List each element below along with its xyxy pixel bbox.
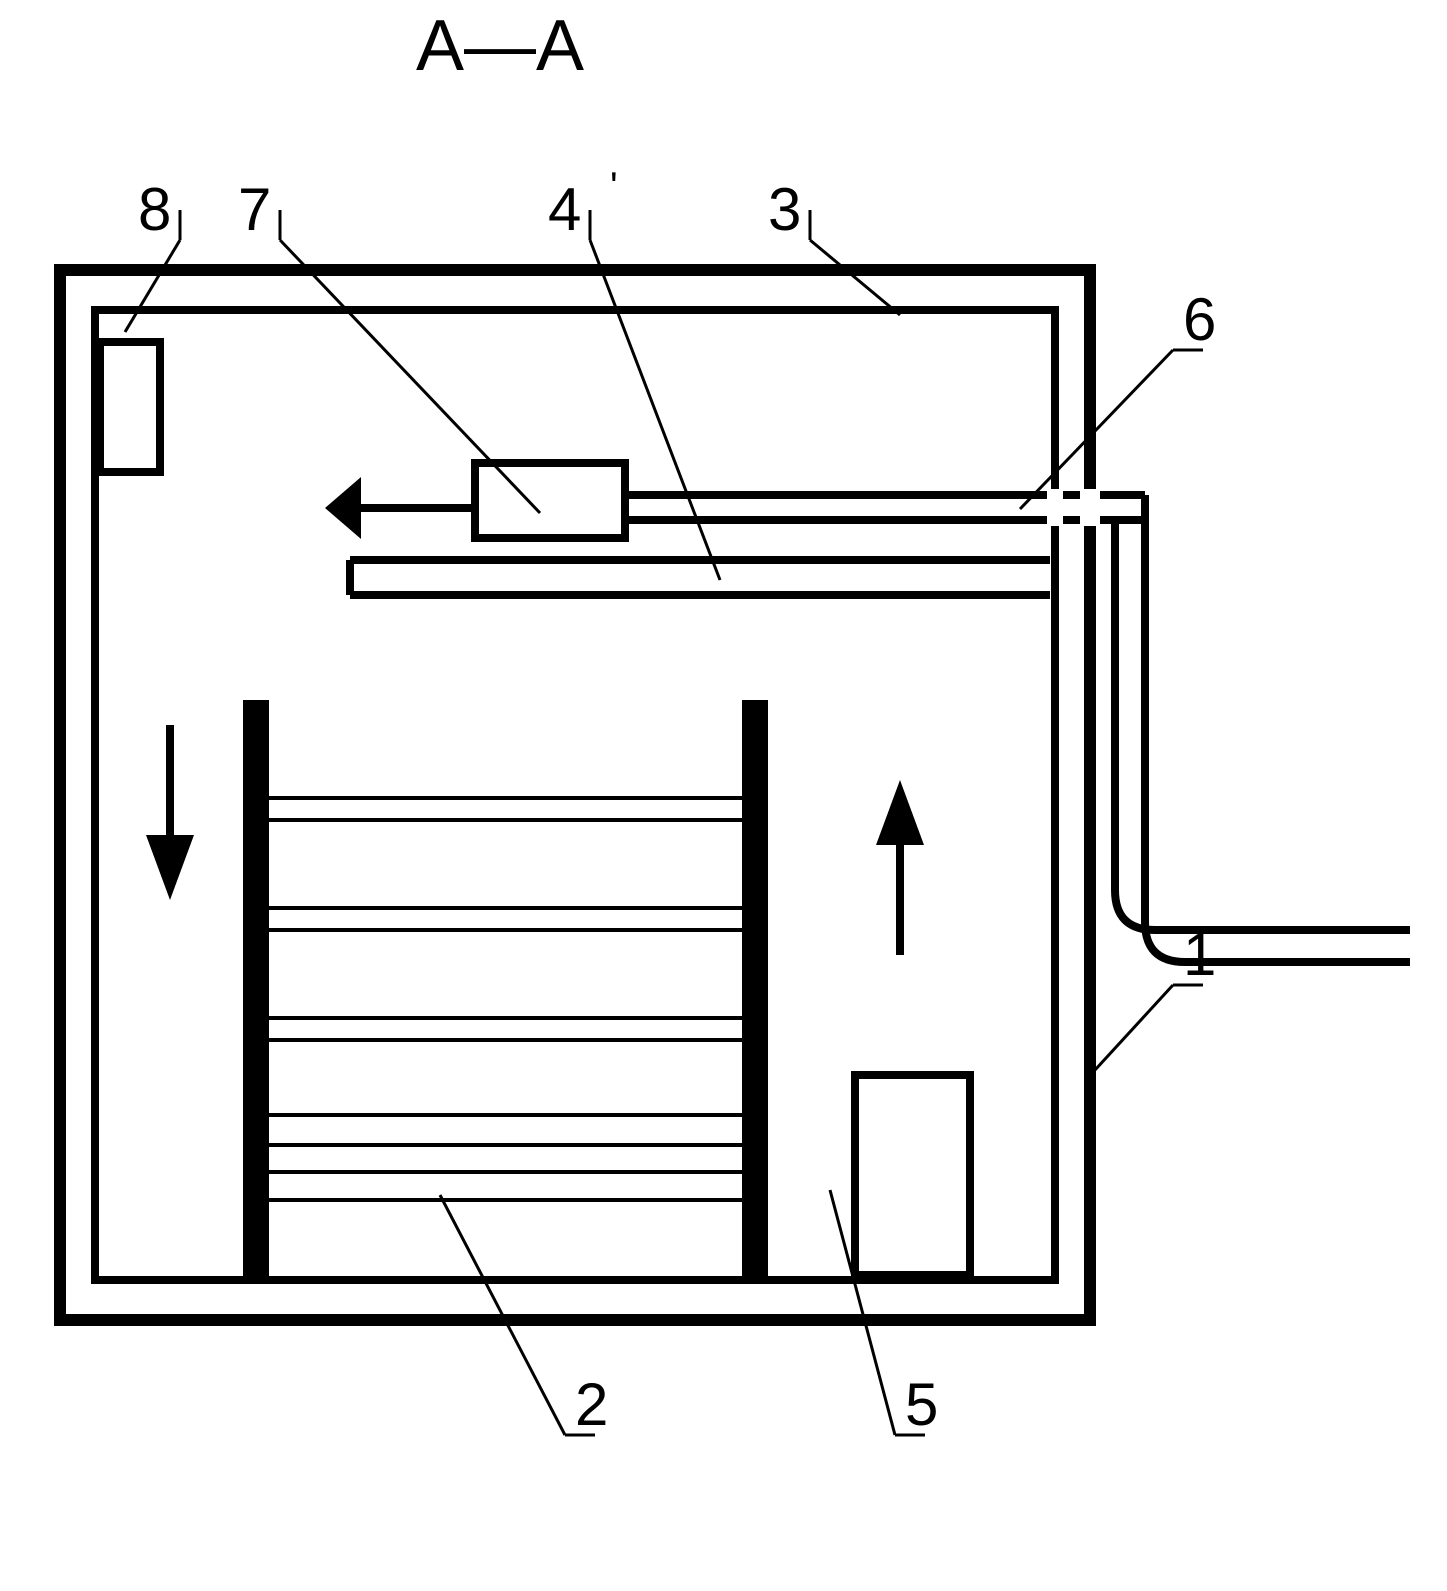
callout-label-2: 2 [575,1371,608,1438]
inner-chamber [95,310,1055,1280]
component-5 [855,1075,970,1275]
callout-label-3: 3 [768,176,801,243]
component-8 [100,342,160,472]
callout-label-4: 4 [548,176,581,243]
outer-housing [60,270,1090,1320]
rack-left-post [243,700,269,1278]
section-title: A—A [416,6,584,86]
callout-label-5: 5 [905,1371,938,1438]
rack-right-post [742,700,768,1278]
component-7 [475,463,625,538]
callout-label-6: 6 [1183,286,1216,353]
callout-label-8: 8 [138,176,171,243]
callout-label-1: 1 [1183,921,1216,988]
callout-label-7: 7 [238,176,271,243]
svg-text:': ' [610,165,618,209]
